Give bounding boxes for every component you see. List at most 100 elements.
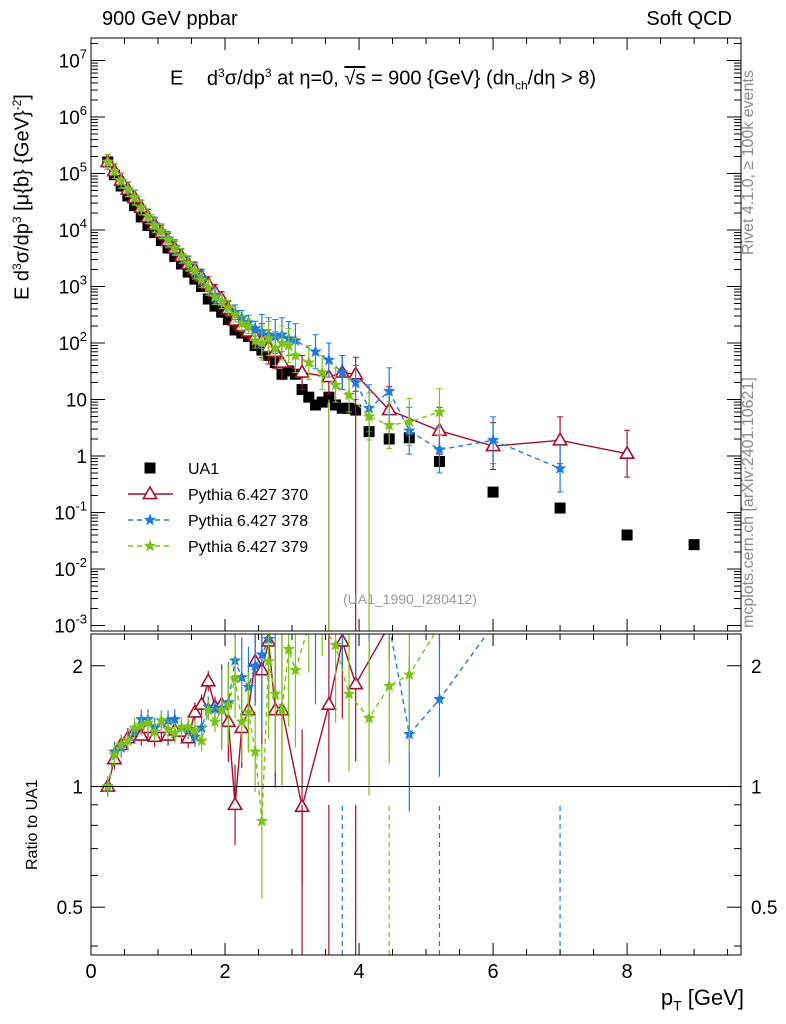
p378-ratio-point	[433, 692, 446, 705]
ylabel-sup: 3	[10, 263, 24, 270]
ratio-tick-label: 0.5	[57, 898, 83, 919]
p379-ratio-point	[242, 705, 255, 718]
p370-ratio-point	[347, 675, 364, 690]
p379-data-point	[433, 405, 446, 418]
title-pre: E	[170, 67, 184, 90]
p378-ratio-point	[195, 721, 208, 734]
p379-data-point	[262, 331, 275, 344]
p379-ratio-point	[101, 779, 115, 792]
y-tick-label: 106	[59, 103, 87, 129]
p378-ratio-point	[235, 670, 249, 683]
p379-ratio-point	[161, 722, 175, 735]
p379-data-point	[134, 200, 148, 213]
p379-data-point	[275, 336, 289, 349]
header-left: 900 GeV ppbar	[102, 8, 238, 30]
title-sub: ch	[514, 78, 528, 93]
p379-ratio-point	[121, 734, 135, 747]
y-tick-exponent: -3	[75, 612, 87, 627]
y-tick-exponent: 3	[80, 273, 87, 288]
p379-data-point	[242, 319, 255, 332]
y-tick-exponent: 6	[80, 103, 87, 118]
chart-title: E d3σ/dp3 at η=0, √s = 900 {GeV} (dnch/d…	[170, 66, 596, 93]
p379-data-point	[201, 281, 215, 294]
ylabel-e: ]	[11, 94, 34, 100]
p379-ratio-point	[342, 687, 356, 700]
y-tick-base: 10	[54, 504, 75, 525]
p379-data-point	[248, 334, 262, 347]
p370-ratio-point	[227, 796, 244, 811]
title-mid2: at η=0,	[271, 67, 345, 90]
p379-ratio-point	[181, 719, 195, 733]
p379-ratio-point	[382, 679, 396, 692]
y-tick-base: 10	[59, 334, 80, 355]
p379-ratio-point	[195, 734, 208, 747]
p370-ratio-point	[320, 696, 337, 710]
p379-data-point	[215, 294, 229, 307]
p379-data-point	[342, 388, 356, 401]
y-tick-base: 10	[54, 617, 75, 638]
p379-data-point	[235, 317, 249, 330]
p370-data-point	[294, 363, 311, 378]
p379-ratio-point	[201, 703, 215, 716]
p378-ratio-point	[255, 648, 269, 661]
p379-ratio-point	[329, 638, 342, 651]
x-tick-label: 0	[85, 961, 96, 983]
y-tick-label: 102	[59, 329, 87, 355]
p379-data-point	[181, 256, 195, 269]
p379-data-point	[155, 224, 168, 237]
axes-layer: 0 2 4 6 810-310-210-11101021031041051061070.…	[54, 37, 777, 983]
p379-ratio-point	[108, 747, 121, 761]
legend-layer: UA1 Pythia 6.427 370 Pythia 6.427 378 Pythi…	[128, 461, 308, 556]
p370-data-point	[552, 431, 569, 446]
title-post: = 900 {GeV} (dn	[365, 67, 515, 90]
ratio-plot-frame	[90, 633, 742, 956]
p378-ratio-point	[168, 712, 182, 725]
p379-data-point	[228, 307, 242, 320]
xlabel-sub: T	[673, 997, 682, 1014]
legend-label-p379: Pythia 6.427 379	[188, 539, 308, 556]
xlabel-unit: [GeV]	[681, 985, 744, 1010]
p379-ratio-point	[275, 703, 289, 716]
p378-data-point	[433, 442, 446, 455]
x-tick-label: 4	[353, 961, 364, 983]
p378-data-point	[382, 384, 396, 397]
analysis-annotation: (UA1_1990_I280412)	[343, 591, 477, 607]
p379-data-point	[315, 365, 329, 378]
legend-label-p370: Pythia 6.427 370	[188, 487, 308, 504]
p379-ratio-point	[248, 745, 262, 758]
p378-data-point	[553, 461, 567, 474]
ratio-tick-label: 2	[72, 657, 83, 678]
p379-ratio-point	[362, 711, 376, 724]
p379-data-point	[128, 190, 141, 203]
p379-data-point	[289, 348, 302, 361]
legend-marker-ua1	[144, 462, 156, 474]
legend-label-data: UA1	[188, 461, 219, 478]
ylabel-b: σ/dp	[11, 223, 34, 264]
p379-ratio-point	[148, 724, 162, 738]
p379-data-point	[188, 264, 202, 277]
title-tail: /dη > 8)	[527, 67, 597, 90]
p379-ratio-point	[268, 687, 282, 700]
title-sup3: 3	[218, 66, 225, 80]
p379-ratio-point	[402, 668, 416, 681]
y-tick-exponent: 2	[80, 329, 87, 344]
p378-main-line	[107, 161, 561, 470]
ylabel-c: [μ{b} {GeV}	[11, 110, 34, 217]
p379-ratio-point	[228, 671, 242, 684]
p379-data-point	[168, 241, 182, 254]
p379-data-point	[382, 418, 396, 431]
header-right: Soft QCD	[646, 8, 732, 30]
ratio-tick-label-right: 1	[751, 777, 762, 798]
p379-data-point	[222, 301, 235, 314]
title-sqrt: √s	[344, 67, 366, 90]
y-tick-exponent: 7	[80, 46, 87, 61]
p370-ratio-point	[200, 672, 217, 687]
y-tick-label: 104	[59, 216, 87, 242]
x-tick-label: 8	[622, 961, 633, 983]
p379-ratio-point	[235, 715, 249, 728]
p379-ratio-point	[262, 654, 275, 667]
p379-data-point	[101, 155, 115, 168]
rivet-version-label: Rivet 4.1.0, ≥ 100k events	[740, 70, 757, 255]
y-tick-base: 10	[59, 221, 80, 242]
